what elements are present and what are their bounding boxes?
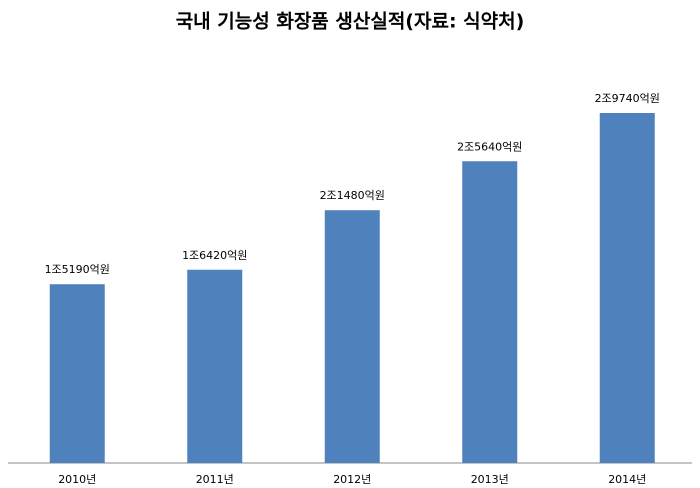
x-tick-label: 2013년: [471, 473, 509, 486]
x-tick-label: 2011년: [196, 473, 234, 486]
x-tick-label: 2010년: [58, 473, 96, 486]
value-label: 1조6420억원: [182, 249, 247, 262]
value-label: 2조1480억원: [320, 189, 385, 202]
bar: [187, 269, 243, 463]
value-label: 1조5190억원: [45, 263, 110, 276]
x-tick-label: 2012년: [333, 473, 371, 486]
value-label: 2조9740억원: [595, 92, 660, 105]
bar: [599, 113, 655, 463]
value-label: 2조5640억원: [457, 140, 522, 153]
bar: [324, 210, 380, 463]
bar: [49, 284, 105, 463]
chart-title: 국내 기능성 화장품 생산실적(자료: 식약처): [176, 11, 525, 33]
x-tick-label: 2014년: [608, 473, 646, 486]
bar: [462, 161, 518, 463]
